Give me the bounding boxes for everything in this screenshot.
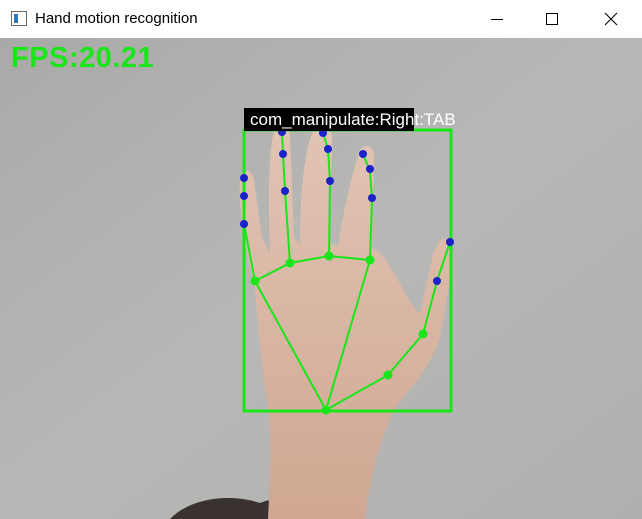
title-bar[interactable]: Hand motion recognition — [0, 0, 642, 38]
close-icon — [604, 12, 618, 26]
close-button[interactable] — [582, 0, 640, 38]
marker — [319, 129, 327, 137]
fps-counter: FPS:20.21 — [11, 42, 155, 74]
marker — [324, 145, 332, 153]
maximize-icon — [546, 13, 558, 25]
marker — [240, 174, 248, 182]
joint — [383, 370, 393, 380]
marker — [368, 194, 376, 202]
joint — [418, 329, 428, 339]
joint — [285, 258, 295, 268]
joint — [365, 255, 375, 265]
marker — [366, 165, 374, 173]
hand-image — [239, 124, 452, 519]
bone-ring — [281, 131, 291, 264]
joint-wrist — [321, 405, 331, 415]
app-icon — [11, 11, 27, 26]
window-title: Hand motion recognition — [35, 10, 198, 27]
bone-index — [322, 132, 332, 257]
minimize-icon — [491, 19, 503, 20]
finger-markers — [240, 128, 454, 285]
joint — [250, 276, 260, 286]
bone-palm — [254, 254, 371, 282]
marker — [359, 150, 367, 158]
marker — [446, 238, 454, 246]
hand-joints — [250, 251, 428, 415]
marker — [240, 192, 248, 200]
marker — [240, 220, 248, 228]
label-background — [244, 108, 414, 131]
camera-view: FPS:20.21 com_manipulate:Right:TAB — [0, 38, 642, 519]
marker — [279, 150, 287, 158]
joint — [324, 251, 334, 261]
marker — [433, 277, 441, 285]
marker — [326, 177, 334, 185]
maximize-button[interactable] — [523, 0, 581, 38]
detection-label: com_manipulate:Right:TAB — [250, 110, 456, 129]
minimize-button[interactable] — [468, 0, 526, 38]
marker — [281, 187, 289, 195]
